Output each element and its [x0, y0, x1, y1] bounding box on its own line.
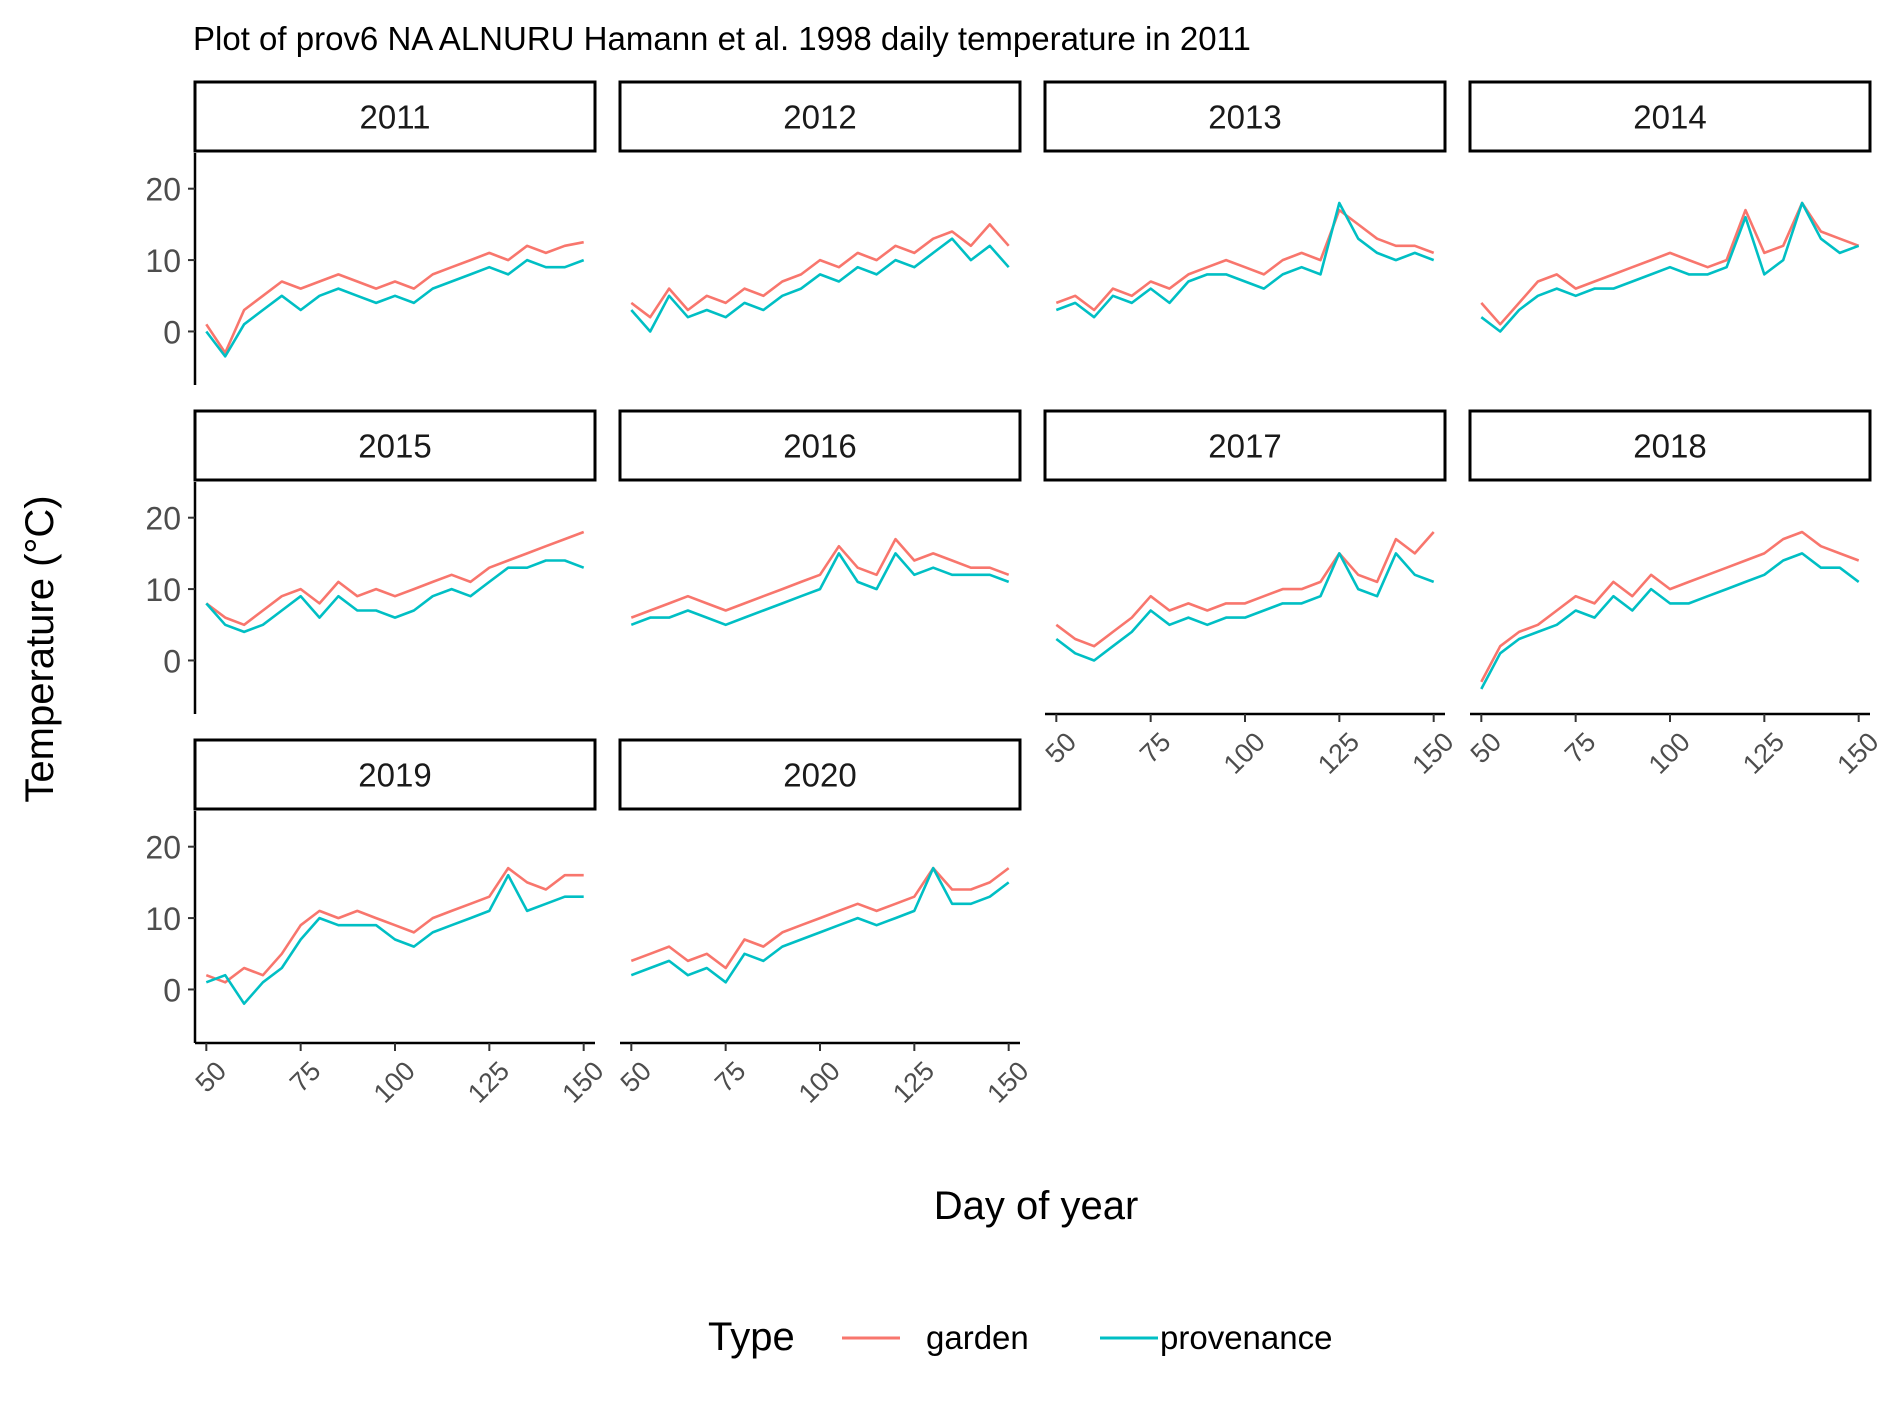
facet-strip-label: 2018 [1633, 428, 1706, 465]
series-line-provenance [630, 552, 1010, 627]
facet-strip [1043, 409, 1447, 482]
x-tick-label: 125 [1737, 727, 1790, 780]
series-line-provenance [630, 866, 1010, 984]
series-line-garden [630, 537, 1010, 619]
facet-strip [1468, 80, 1872, 153]
series-line-provenance [1055, 201, 1435, 319]
y-tick-label: 20 [145, 172, 181, 208]
facet-panel-2018: 2018 50 75 100 125 150 [1465, 409, 1885, 780]
series-line-provenance [1480, 552, 1860, 690]
facet-strip [193, 738, 597, 811]
y-tick-label: 0 [163, 972, 181, 1008]
x-tick-label: 125 [887, 1056, 940, 1109]
facet-strip-label: 2012 [783, 99, 856, 136]
y-tick-label: 10 [145, 572, 181, 608]
x-tick-label: 100 [1643, 727, 1696, 780]
x-tick-label: 125 [1312, 727, 1365, 780]
x-axis-label: Day of year [934, 1184, 1139, 1228]
series-line-garden [205, 866, 584, 984]
x-tick-label: 50 [1040, 727, 1082, 769]
facet-strip [193, 80, 597, 153]
facet-strip-label: 2014 [1633, 99, 1706, 136]
facet-strip [193, 409, 597, 482]
series-line-garden [630, 866, 1010, 970]
facet-strip-label: 2013 [1208, 99, 1281, 136]
y-tick-label: 10 [145, 243, 181, 279]
facet-panel-2019: 2019 0 10 20 50 75 100 125 150 [145, 738, 610, 1109]
series-line-garden [205, 240, 584, 355]
x-tick-label: 150 [1406, 727, 1459, 780]
series-line-garden [1480, 530, 1860, 683]
series-line-garden [205, 530, 585, 627]
legend-label-provenance: provenance [1160, 1319, 1332, 1356]
series-line-garden [1055, 531, 1435, 648]
series-line-provenance [630, 237, 1010, 333]
facet-strip-label: 2011 [360, 99, 431, 136]
legend: Type garden provenance [708, 1315, 1332, 1359]
x-tick-label: 75 [709, 1056, 751, 1098]
facet-panel-2020: 2020 50 75 100 125 150 [615, 738, 1035, 1109]
chart-title: Plot of prov6 NA ALNURU Hamann et al. 19… [193, 20, 1251, 57]
y-axis-label: Temperature (°C) [18, 495, 62, 802]
x-tick-label: 150 [556, 1056, 609, 1109]
x-tick-label: 75 [1134, 727, 1176, 769]
x-tick-label: 150 [981, 1056, 1034, 1109]
facet-panel-2014: 2014 [1468, 80, 1872, 333]
facet-panel-2013: 2013 [1043, 80, 1447, 319]
x-tick-label: 50 [1465, 727, 1507, 769]
x-tick-label: 100 [368, 1056, 421, 1109]
facet-strip [1043, 80, 1447, 153]
facet-strip [618, 738, 1022, 811]
x-tick-label: 50 [190, 1056, 232, 1098]
x-tick-label: 75 [1559, 727, 1601, 769]
facet-strip [618, 80, 1022, 153]
y-tick-label: 20 [145, 501, 181, 537]
facet-strip-label: 2015 [358, 428, 431, 465]
series-line-provenance [205, 559, 585, 634]
facet-strip [1468, 409, 1872, 482]
x-tick-label: 50 [615, 1056, 657, 1098]
x-tick-label: 100 [793, 1056, 846, 1109]
x-tick-label: 125 [462, 1056, 515, 1109]
facet-strip-label: 2016 [783, 428, 856, 465]
series-line-garden [630, 223, 1010, 319]
legend-title: Type [708, 1315, 795, 1359]
series-line-garden [1480, 201, 1860, 326]
y-tick-label: 20 [145, 830, 181, 866]
facet-panel-2017: 2017 50 75 100 125 150 [1040, 409, 1460, 780]
facet-strip-label: 2017 [1208, 428, 1281, 465]
y-tick-label: 0 [163, 314, 181, 350]
facet-panel-2016: 2016 [618, 409, 1022, 627]
x-tick-label: 100 [1218, 727, 1271, 780]
series-line-provenance [205, 873, 584, 1006]
series-line-provenance [1055, 552, 1435, 662]
series-line-garden [1055, 208, 1435, 312]
series-line-provenance [1480, 201, 1860, 333]
facet-strip-label: 2019 [358, 757, 431, 794]
facet-panel-2015: 2015 0 10 20 [145, 409, 597, 714]
y-tick-label: 10 [145, 901, 181, 937]
facet-strip [618, 409, 1022, 482]
x-tick-label: 150 [1831, 727, 1884, 780]
legend-label-garden: garden [926, 1319, 1029, 1356]
facet-strip-label: 2020 [783, 757, 856, 794]
series-line-provenance [205, 258, 585, 358]
facet-panel-2012: 2012 [618, 80, 1022, 333]
y-tick-label: 0 [163, 643, 181, 679]
facet-panel-2011: 2011 0 10 20 [145, 80, 597, 385]
x-tick-label: 75 [284, 1056, 326, 1098]
